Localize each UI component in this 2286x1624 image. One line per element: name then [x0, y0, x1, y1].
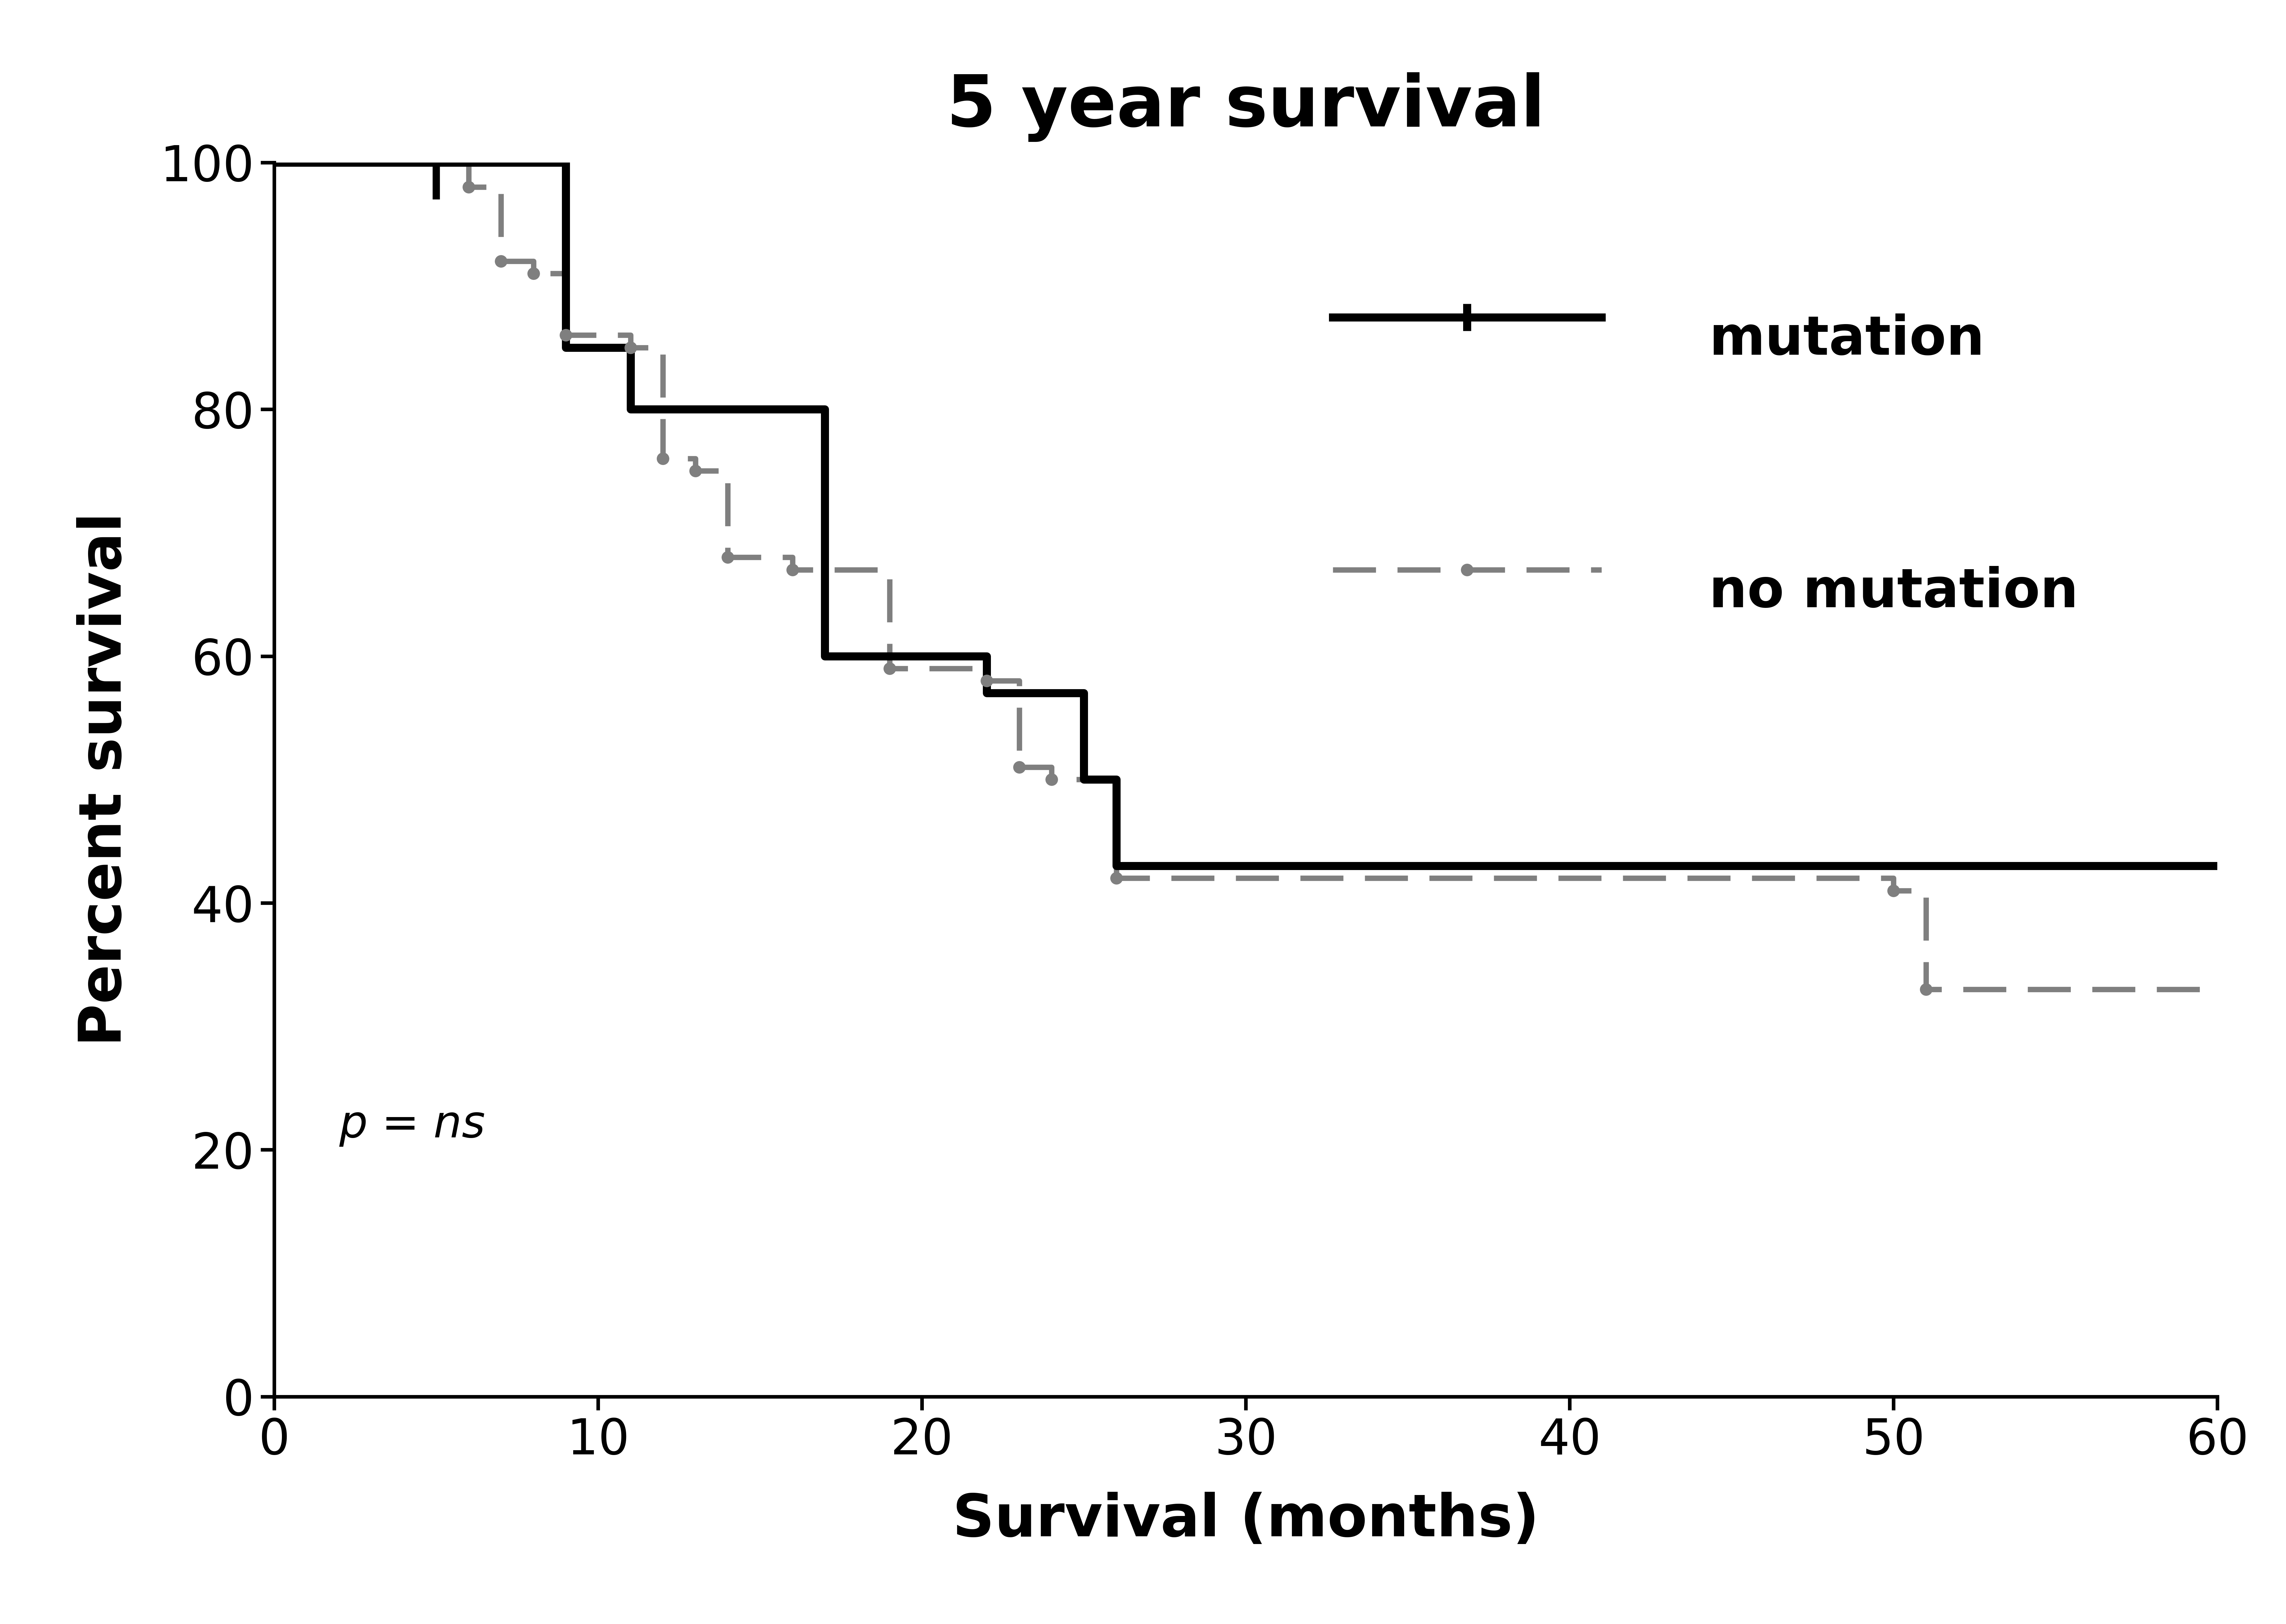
X-axis label: Survival (months): Survival (months) — [953, 1492, 1538, 1548]
Y-axis label: Percent survival: Percent survival — [75, 513, 133, 1046]
Legend: mutation, no mutation: mutation, no mutation — [1278, 226, 2133, 705]
Text: p = ns: p = ns — [338, 1103, 485, 1147]
Title: 5 year survival: 5 year survival — [946, 73, 1545, 141]
